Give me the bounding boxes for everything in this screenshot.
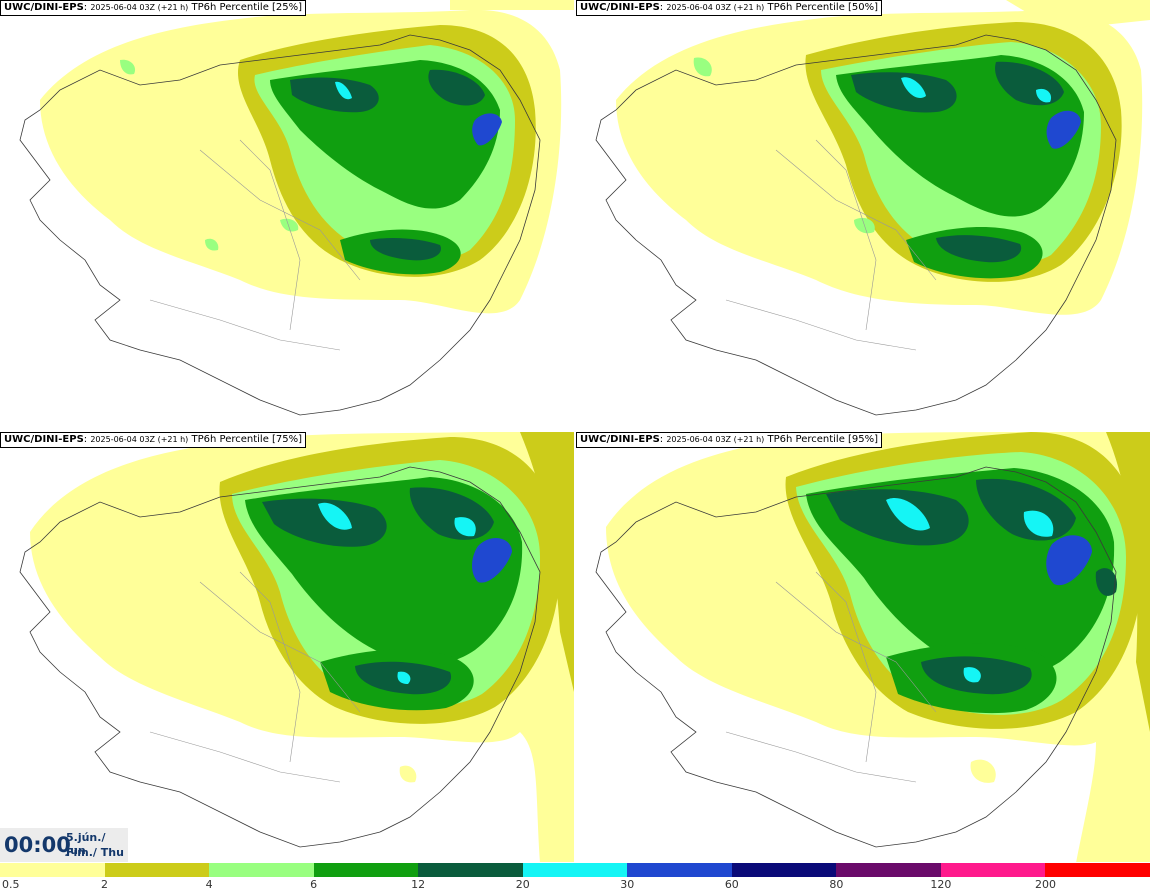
map-panel-p50: UWC/DINI-EPS: 2025-06-04 03Z (+21 h) TP6… [576,0,1150,431]
valid-time-clock: 00:00 [4,833,71,857]
precip-color-legend: 0.5 2 4 6 12 20 30 60 80 120 200 [0,862,1150,891]
valid-date-line: 5.jún./ Jun [66,831,106,857]
legend-swatch [418,863,524,877]
map-panel-p75: UWC/DINI-EPS: 2025-06-04 03Z (+21 h) TP6… [0,432,574,863]
legend-label: 2 [101,878,109,891]
run-info: 2025-06-04 03Z (+21 h) [666,3,765,12]
legend-label: 4 [205,878,213,891]
legend-swatch [209,863,315,877]
legend-swatch [627,863,733,877]
panel-title: UWC/DINI-EPS: 2025-06-04 03Z (+21 h) TP6… [0,0,307,16]
field-name: TP6h Percentile [75%] [191,434,303,445]
model-name: UWC/DINI-EPS [4,434,84,445]
map-panel-p95: UWC/DINI-EPS: 2025-06-04 03Z (+21 h) TP6… [576,432,1150,863]
run-info: 2025-06-04 03Z (+21 h) [90,435,189,444]
panel-title: UWC/DINI-EPS: 2025-06-04 03Z (+21 h) TP6… [576,0,883,16]
legend-label: 6 [310,878,318,891]
legend-label: 80 [829,878,844,891]
legend-swatch [731,863,838,877]
legend-label: 60 [724,878,739,891]
valid-weekday-line: Fim./ Thu [66,846,124,859]
legend-swatch [313,863,420,877]
legend-label: 12 [411,878,426,891]
legend-swatch [940,863,1047,877]
precip-map-p50 [595,0,1150,416]
precip-map-p95 [595,432,1150,863]
panel-title: UWC/DINI-EPS: 2025-06-04 03Z (+21 h) TP6… [0,432,307,448]
legend-swatch [836,863,942,877]
field-name: TP6h Percentile [50%] [767,2,879,13]
model-name: UWC/DINI-EPS [580,2,660,13]
legend-label: 120 [930,878,952,891]
legend-swatch [0,863,106,877]
legend-label: 200 [1034,878,1056,891]
panel-title: UWC/DINI-EPS: 2025-06-04 03Z (+21 h) TP6… [576,432,883,448]
legend-swatch [1045,863,1150,877]
valid-time-box: 00:00 5.jún./ Jun Fim./ Thu [0,828,128,862]
map-panel-p25: UWC/DINI-EPS: 2025-06-04 03Z (+21 h) TP6… [0,0,574,431]
legend-label: 20 [515,878,530,891]
field-name: TP6h Percentile [25%] [191,2,303,13]
run-info: 2025-06-04 03Z (+21 h) [90,3,189,12]
model-name: UWC/DINI-EPS [4,2,84,13]
legend-swatch [522,863,629,877]
model-name: UWC/DINI-EPS [580,434,660,445]
precip-map-p75 [19,432,574,863]
field-name: TP6h Percentile [95%] [767,434,879,445]
run-info: 2025-06-04 03Z (+21 h) [666,435,765,444]
legend-label: 0.5 [2,878,20,891]
legend-swatch [104,863,211,877]
precip-map-p25 [19,0,574,416]
legend-label: 30 [620,878,635,891]
